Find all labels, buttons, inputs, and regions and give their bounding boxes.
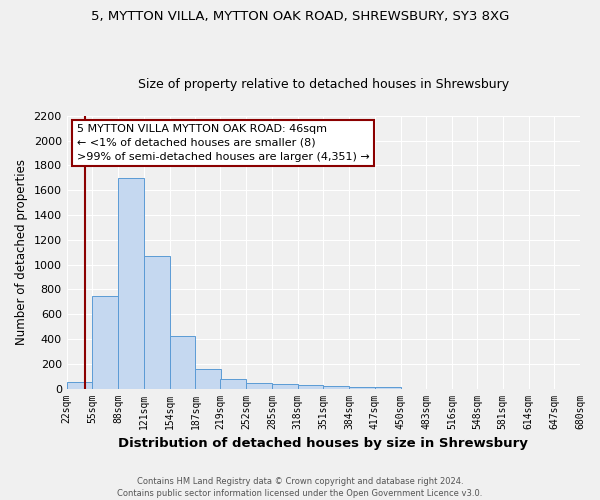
- Bar: [196, 368, 221, 388]
- Bar: [118, 178, 144, 388]
- Bar: [144, 256, 170, 388]
- Bar: [67, 382, 92, 388]
- X-axis label: Distribution of detached houses by size in Shrewsbury: Distribution of detached houses by size …: [118, 437, 528, 450]
- Bar: [246, 383, 272, 388]
- Text: 5 MYTTON VILLA MYTTON OAK ROAD: 46sqm
← <1% of detached houses are smaller (8)
>: 5 MYTTON VILLA MYTTON OAK ROAD: 46sqm ← …: [77, 124, 370, 162]
- Bar: [220, 380, 246, 388]
- Bar: [323, 386, 349, 388]
- Text: 5, MYTTON VILLA, MYTTON OAK ROAD, SHREWSBURY, SY3 8XG: 5, MYTTON VILLA, MYTTON OAK ROAD, SHREWS…: [91, 10, 509, 23]
- Y-axis label: Number of detached properties: Number of detached properties: [15, 159, 28, 345]
- Text: Contains HM Land Registry data © Crown copyright and database right 2024.
Contai: Contains HM Land Registry data © Crown c…: [118, 476, 482, 498]
- Title: Size of property relative to detached houses in Shrewsbury: Size of property relative to detached ho…: [138, 78, 509, 91]
- Bar: [170, 336, 196, 388]
- Bar: [92, 296, 118, 388]
- Bar: [298, 386, 323, 388]
- Bar: [272, 384, 298, 388]
- Bar: [349, 386, 375, 388]
